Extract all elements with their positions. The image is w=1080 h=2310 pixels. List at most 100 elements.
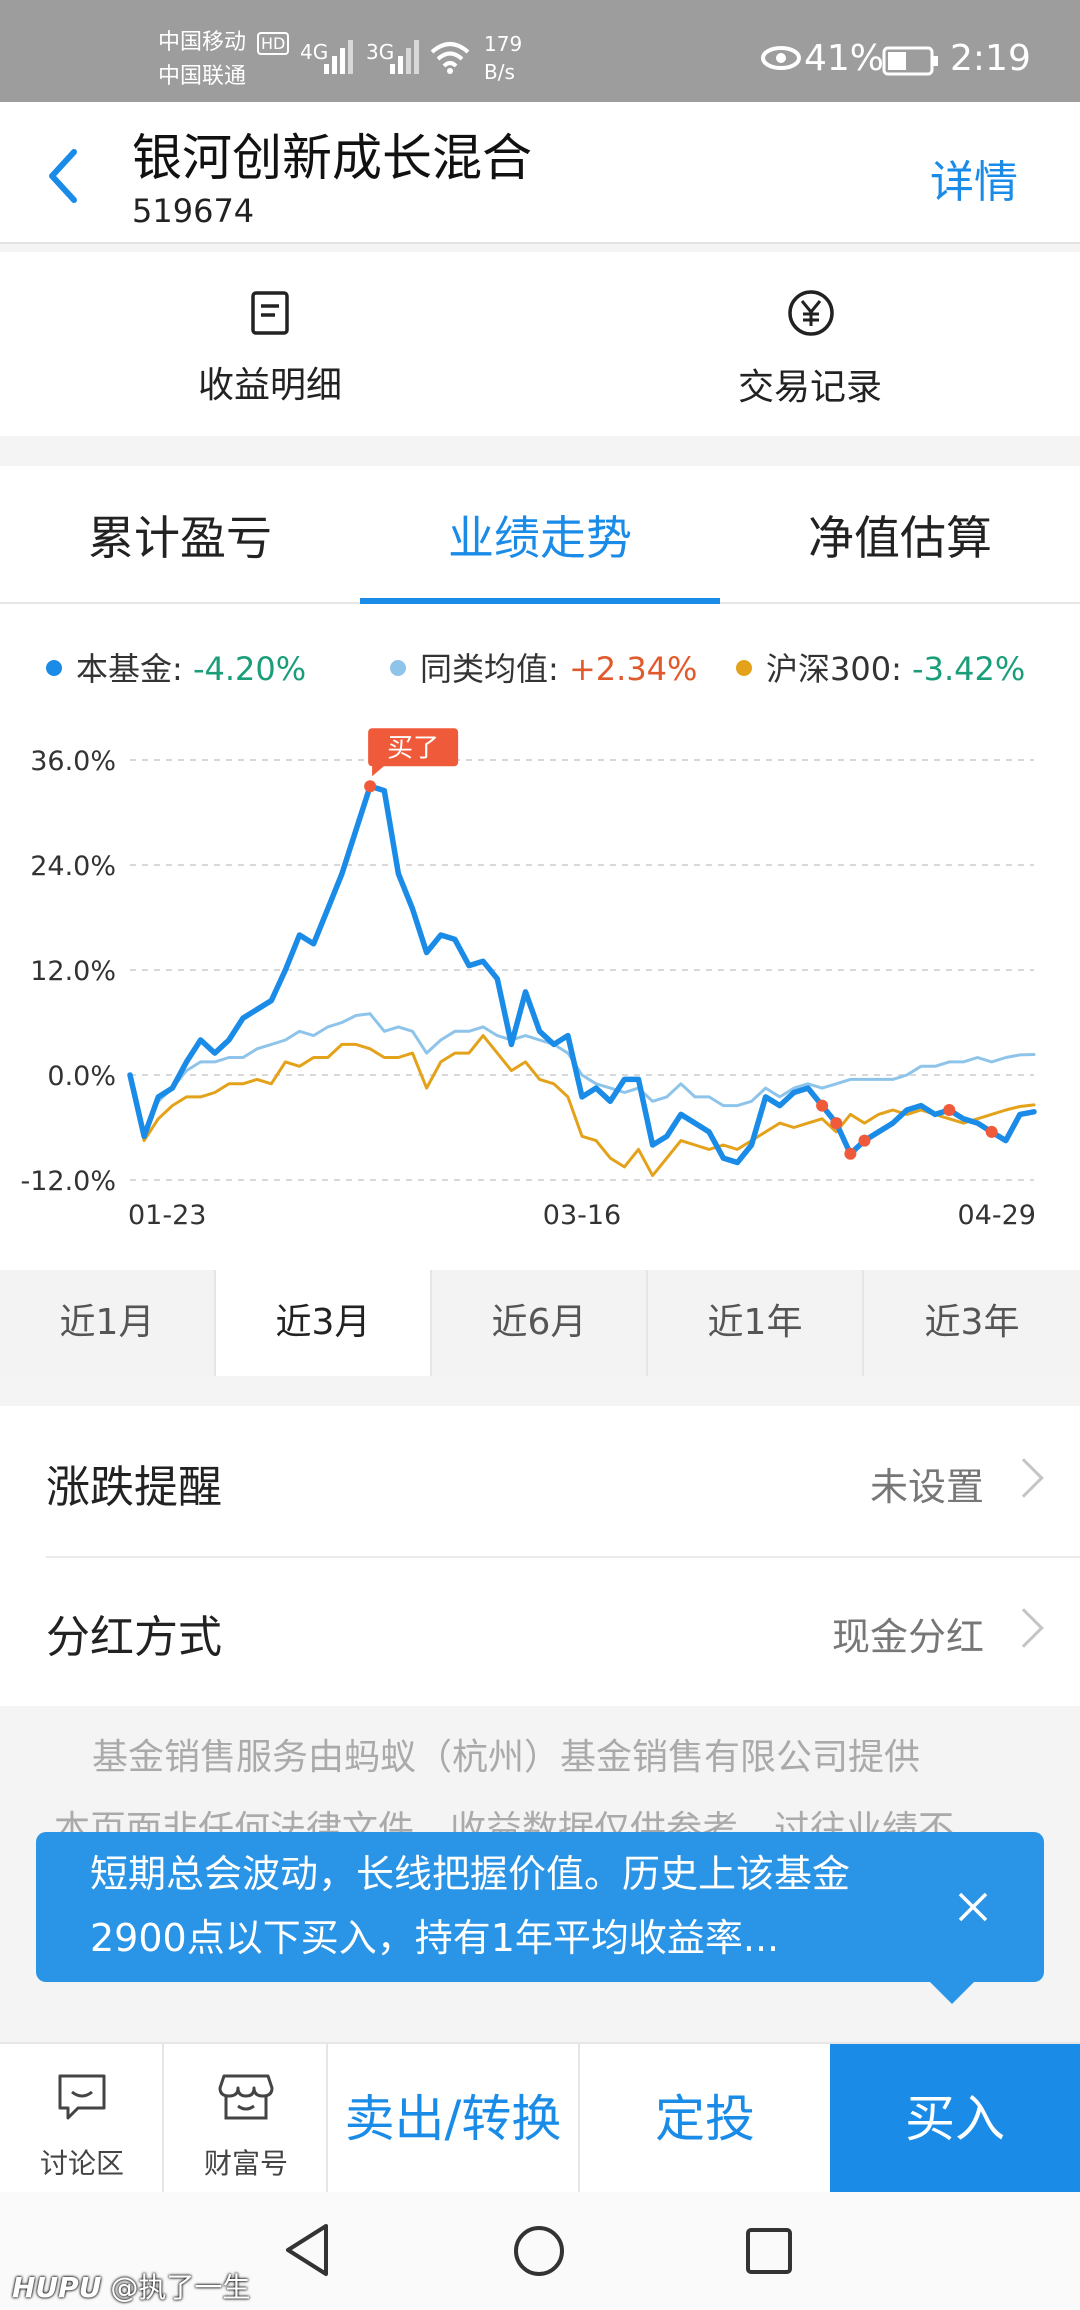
tab-performance-trend[interactable]: 业绩走势 [448,511,632,565]
net-speed-unit: B/s [484,60,515,84]
wifi-icon [430,42,470,74]
legend-category-value: +2.34% [568,650,698,688]
network-3g-label: 3G [366,40,395,64]
signal-icon-2 [390,40,419,74]
eye-comfort-icon [761,46,801,70]
toast-line-2: 2900点以下买入，持有1年平均收益率... [90,1916,780,1960]
storefront-icon [218,2074,274,2120]
fund-code: 519674 [132,192,255,230]
watermark-brand: HUPU [12,2271,102,2304]
range-1y[interactable]: 近1年 [648,1270,864,1376]
price-alert-row[interactable]: 涨跌提醒 未设置 [0,1406,1080,1558]
legend-hs300-value: -3.42% [912,650,1026,688]
bottom-action-bar: 讨论区 财富号 卖出/转换 定投 买入 [0,2042,1080,2194]
x-tick-label: 01-23 [128,1200,206,1231]
status-bar: 中国移动 HD 中国联通 4G 3G 179 B/s 41% 2:1 [0,0,1080,102]
range-selector: 近1月 近3月 近6月 近1年 近3年 [0,1270,1080,1376]
y-tick-label: 12.0% [30,956,116,987]
close-icon[interactable] [956,1890,990,1924]
legend-hs300-label: 沪深300: [766,650,902,688]
legend-category-dot [390,660,406,676]
income-detail-button[interactable]: 收益明细 [120,282,420,412]
legend-category-label: 同类均值: [420,650,559,688]
chat-bubble-icon [58,2074,106,2120]
buy-button[interactable]: 买入 [830,2044,1080,2194]
sell-convert-button[interactable]: 卖出/转换 [328,2044,580,2194]
tab-cumulative-pl[interactable]: 累计盈亏 [88,511,272,565]
buy-point-marker [844,1147,857,1160]
performance-card: 累计盈亏 业绩走势 净值估算 本基金: -4.20% 同类均值: +2.34% … [0,466,1080,1376]
net-speed: 179 [484,32,523,56]
buy-point-marker [858,1134,871,1147]
x-tick-label: 04-29 [958,1200,1036,1231]
series-line-1 [128,1012,1036,1134]
system-nav-bar: HUPU @执了一生 [0,2192,1080,2310]
y-tick-label: 24.0% [30,851,116,882]
tab-nav-estimate[interactable]: 净值估算 [808,511,992,565]
nav-recents-icon[interactable] [744,2226,794,2276]
buy-point-marker [816,1099,829,1112]
range-3m[interactable]: 近3月 [216,1270,432,1376]
price-alert-label: 涨跌提醒 [46,1462,222,1513]
battery-percent: 41% [804,38,885,79]
range-6m[interactable]: 近6月 [432,1270,648,1376]
dividend-method-row[interactable]: 分红方式 现金分红 [0,1556,1080,1706]
buy-label-pointer [372,764,387,777]
legend-fund-dot [46,660,62,676]
signal-icon [324,40,353,74]
buy-point-marker [943,1104,956,1116]
document-icon [251,291,289,335]
toast-line-1: 短期总会波动，长线把握价值。历史上该基金 [90,1852,851,1896]
nav-home-icon[interactable] [512,2224,566,2278]
fund-header: 银河创新成长混合 519674 详情 [0,102,1080,244]
yuan-coin-icon [788,290,834,336]
buy-point-marker [830,1117,843,1130]
clock: 2:19 [950,38,1031,79]
series-line-0 [127,783,1037,1166]
income-detail-label: 收益明细 [197,365,342,406]
settings-list: 涨跌提醒 未设置 分红方式 现金分红 [0,1406,1080,1706]
buy-label-bubble [368,728,459,767]
row-divider [46,1556,1080,1558]
nav-back-icon[interactable] [282,2222,334,2278]
watermark-user: @执了一生 [110,2271,251,2304]
chevron-right-icon [1004,1608,1044,1648]
y-tick-label: 0.0% [47,1061,116,1092]
series-line-2 [128,1034,1036,1178]
y-tick-label: 36.0% [30,746,116,777]
carrier-2: 中国联通 [158,64,247,89]
dividend-method-value: 现金分红 [831,1615,984,1659]
active-tab-indicator [360,598,720,604]
discuss-button[interactable]: 讨论区 [0,2044,164,2194]
detail-link[interactable]: 详情 [930,157,1018,208]
toast-pointer [930,1982,974,2004]
carrier-1: 中国移动 HD [158,28,290,59]
trade-record-button[interactable]: 交易记录 [660,282,960,412]
performance-chart[interactable]: 36.0% 24.0% 12.0% 0.0% -12.0% 01-23 03-16 04-29… [0,706,1080,1486]
legend-hs300: 沪深300: -3.42% [736,644,1025,690]
legend-fund-label: 本基金: [76,650,183,688]
tip-toast[interactable]: 短期总会波动，长线把握价值。历史上该基金 2900点以下买入，持有1年平均收益率… [36,1832,1044,1982]
price-alert-value: 未设置 [869,1465,984,1509]
legend-fund-value: -4.20% [192,650,307,688]
range-1m[interactable]: 近1月 [0,1270,216,1376]
dividend-method-label: 分红方式 [46,1612,222,1663]
chevron-right-icon [1004,1458,1044,1498]
legend-category-avg: 同类均值: +2.34% [390,644,697,690]
y-tick-label: -12.0% [20,1166,116,1197]
hd-badge: HD [257,32,290,55]
x-tick-label: 03-16 [543,1200,621,1231]
range-3y[interactable]: 近3年 [924,1302,1020,1343]
legend-hs300-dot [736,660,752,676]
wealth-account-label: 财富号 [203,2147,288,2180]
battery-icon [882,46,938,76]
carrier-1-name: 中国移动 [158,30,247,55]
back-arrow-icon[interactable] [44,146,84,206]
wealth-account-button[interactable]: 财富号 [164,2044,328,2194]
quick-actions: 收益明细 交易记录 [0,252,1080,436]
buy-point-marker [985,1125,998,1138]
discuss-label: 讨论区 [39,2147,124,2180]
watermark: HUPU @执了一生 [12,2266,250,2306]
auto-invest-button[interactable]: 定投 [655,2090,755,2148]
footnote-line-1: 基金销售服务由蚂蚁（杭州）基金销售有限公司提供 [92,1737,921,1778]
